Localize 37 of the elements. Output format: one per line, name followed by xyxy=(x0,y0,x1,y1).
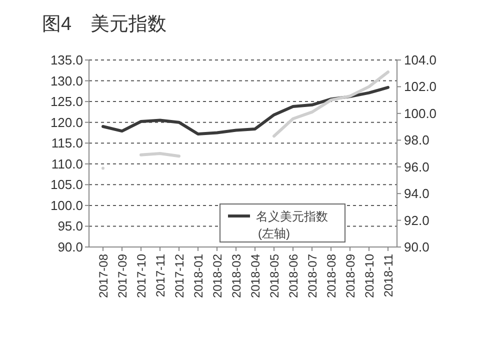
x-tick-label: 2018-06 xyxy=(286,254,300,298)
y-tick-label: 100.0 xyxy=(50,198,83,213)
x-tick-label: 2017-11 xyxy=(154,254,168,298)
x-tick-label: 2018-07 xyxy=(306,254,320,298)
x-tick-label: 2018-11 xyxy=(382,254,396,298)
y2-tick-label: 92.0 xyxy=(404,212,430,228)
line-series xyxy=(102,86,390,136)
x-tick-label: 2018-03 xyxy=(230,254,244,298)
x-tick-label: 2017-08 xyxy=(96,254,110,298)
y-tick-label: 110.0 xyxy=(51,156,83,172)
x-tick-label: 2017-10 xyxy=(134,254,148,298)
x-tick-label: 2017-12 xyxy=(172,254,186,298)
x-tick-label: 2018-05 xyxy=(268,254,282,298)
y-tick-label: 95.0 xyxy=(58,218,83,234)
y2-tick-label: 90.0 xyxy=(404,240,430,254)
x-tick-label: 2018-10 xyxy=(362,254,376,298)
y2-tick-label: 102.0 xyxy=(404,79,437,94)
y2-tick-label: 100.0 xyxy=(404,106,437,121)
legend-label: 名义美元指数 (左轴) xyxy=(256,210,328,240)
y2-tick-label: 94.0 xyxy=(404,186,430,202)
y2-tick-label: 104.0 xyxy=(404,52,437,68)
y-tick-label: 130.0 xyxy=(50,73,83,88)
x-tick-label: 2018-08 xyxy=(324,254,338,298)
x-tick-label: 2018-04 xyxy=(248,254,262,298)
y-tick-label: 105.0 xyxy=(50,177,83,192)
y-tick-label: 90.0 xyxy=(58,240,83,254)
x-tick-label: 2018-09 xyxy=(344,254,358,298)
chart-title: 图4 美元指数 xyxy=(42,13,167,35)
y-tick-label: 120.0 xyxy=(50,114,83,130)
x-tick-label: 2018-02 xyxy=(210,254,224,298)
x-tick-label: 2018-01 xyxy=(192,254,206,298)
x-tick-label: 2017-09 xyxy=(116,254,130,298)
y-tick-label: 125.0 xyxy=(50,94,83,110)
y2-tick-label: 98.0 xyxy=(404,132,430,148)
y-tick-label: 115.0 xyxy=(51,136,83,151)
y2-tick-label: 96.0 xyxy=(404,159,430,174)
y-tick-label: 135.0 xyxy=(50,52,83,68)
